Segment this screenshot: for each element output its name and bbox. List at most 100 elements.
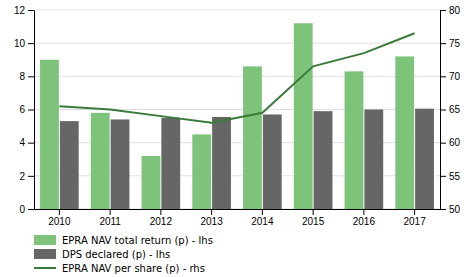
- tick-mark: [28, 143, 34, 144]
- bar: [142, 156, 161, 209]
- legend-label: EPRA NAV per share (p) - rhs: [62, 263, 205, 274]
- tick-label: 2016: [353, 216, 376, 227]
- bar: [212, 117, 231, 209]
- tick-mark: [28, 209, 34, 210]
- bar: [40, 60, 59, 209]
- legend: EPRA NAV total return (p) - lhs DPS decla…: [34, 235, 213, 274]
- legend-label: DPS declared (p) - lhs: [62, 249, 170, 260]
- tick-mark: [211, 209, 212, 215]
- bar: [345, 71, 364, 209]
- bar: [111, 119, 130, 209]
- tick: 2: [19, 171, 34, 182]
- tick-label: 55: [449, 171, 461, 182]
- tick: 2017: [404, 209, 427, 227]
- bar: [314, 111, 333, 209]
- legend-swatch: [34, 267, 56, 269]
- tick: 2013: [201, 209, 224, 227]
- tick-mark: [59, 209, 60, 215]
- legend-item: DPS declared (p) - lhs: [34, 249, 170, 260]
- legend-label: EPRA NAV total return (p) - lhs: [62, 235, 213, 246]
- tick-mark: [440, 110, 446, 111]
- tick-label: 4: [19, 137, 25, 148]
- tick: 75: [440, 38, 461, 49]
- tick: 65: [440, 104, 461, 115]
- tick-label: 2010: [48, 216, 71, 227]
- tick-label: 8: [19, 71, 25, 82]
- tick-mark: [363, 209, 364, 215]
- bar-series: [40, 23, 414, 209]
- tick-mark: [28, 176, 34, 177]
- tick: 50: [440, 204, 461, 215]
- line: [59, 33, 414, 123]
- tick-mark: [414, 209, 415, 215]
- tick-label: 70: [449, 71, 461, 82]
- tick-mark: [262, 209, 263, 215]
- tick-label: 0: [19, 204, 25, 215]
- tick-mark: [28, 10, 34, 11]
- bar: [263, 114, 282, 209]
- grid-line: [34, 10, 440, 11]
- bar-series: [60, 109, 434, 209]
- tick: 12: [14, 5, 34, 16]
- grid-line: [34, 76, 440, 77]
- bar: [60, 121, 79, 209]
- tick: 6: [19, 104, 34, 115]
- bar: [243, 66, 262, 209]
- tick-mark: [440, 209, 446, 210]
- legend-swatch: [34, 249, 56, 259]
- bar: [91, 113, 110, 209]
- y-axis: 0 2 4 6 8 10 12: [14, 5, 35, 215]
- legend-swatch: [34, 235, 56, 245]
- grid-line: [34, 43, 440, 44]
- grid: [34, 10, 440, 209]
- tick-label: 2017: [404, 216, 427, 227]
- tick-mark: [440, 176, 446, 177]
- tick: 2012: [150, 209, 173, 227]
- tick: 55: [440, 171, 461, 182]
- tick-label: 2014: [251, 216, 274, 227]
- tick: 8: [19, 71, 34, 82]
- tick-label: 2012: [150, 216, 173, 227]
- tick-mark: [440, 76, 446, 77]
- tick-label: 60: [449, 137, 461, 148]
- tick-label: 50: [449, 204, 461, 215]
- tick-label: 2011: [99, 216, 121, 227]
- tick-mark: [313, 209, 314, 215]
- tick: 2015: [302, 209, 325, 227]
- marks: [40, 23, 434, 209]
- plot: 2010 2011 2012 2013 2014 2015 2016 2017 0 2 4 6 8 10 1…: [14, 5, 461, 227]
- x-axis: 2010 2011 2012 2013 2014 2015 2016 2017: [35, 209, 441, 227]
- tick: 70: [440, 71, 461, 82]
- tick: 0: [19, 204, 34, 215]
- legend-item: EPRA NAV per share (p) - rhs: [34, 263, 205, 274]
- bar: [364, 110, 383, 210]
- tick-label: 2013: [201, 216, 224, 227]
- bar: [415, 109, 434, 209]
- bar: [294, 23, 313, 209]
- y2-axis: 50 55 60 65 70 75 80: [440, 5, 461, 215]
- tick-label: 75: [449, 38, 461, 49]
- tick-mark: [160, 209, 161, 215]
- tick-mark: [440, 10, 446, 11]
- bar: [192, 134, 211, 209]
- tick: 60: [440, 137, 461, 148]
- axis-line: [34, 11, 35, 210]
- axis-line: [35, 209, 441, 210]
- tick-label: 12: [14, 5, 26, 16]
- tick-mark: [28, 76, 34, 77]
- tick: 2011: [99, 209, 121, 227]
- tick-label: 80: [449, 5, 461, 16]
- tick-mark: [110, 209, 111, 215]
- tick-label: 65: [449, 104, 461, 115]
- tick: 4: [19, 137, 34, 148]
- tick-mark: [440, 43, 446, 44]
- tick: 80: [440, 5, 461, 16]
- tick-label: 10: [14, 38, 26, 49]
- tick-mark: [28, 43, 34, 44]
- bar: [161, 118, 180, 209]
- tick-label: 2015: [302, 216, 325, 227]
- tick: 2010: [48, 209, 71, 227]
- tick-label: 6: [19, 104, 25, 115]
- tick-mark: [28, 110, 34, 111]
- tick: 2014: [251, 209, 274, 227]
